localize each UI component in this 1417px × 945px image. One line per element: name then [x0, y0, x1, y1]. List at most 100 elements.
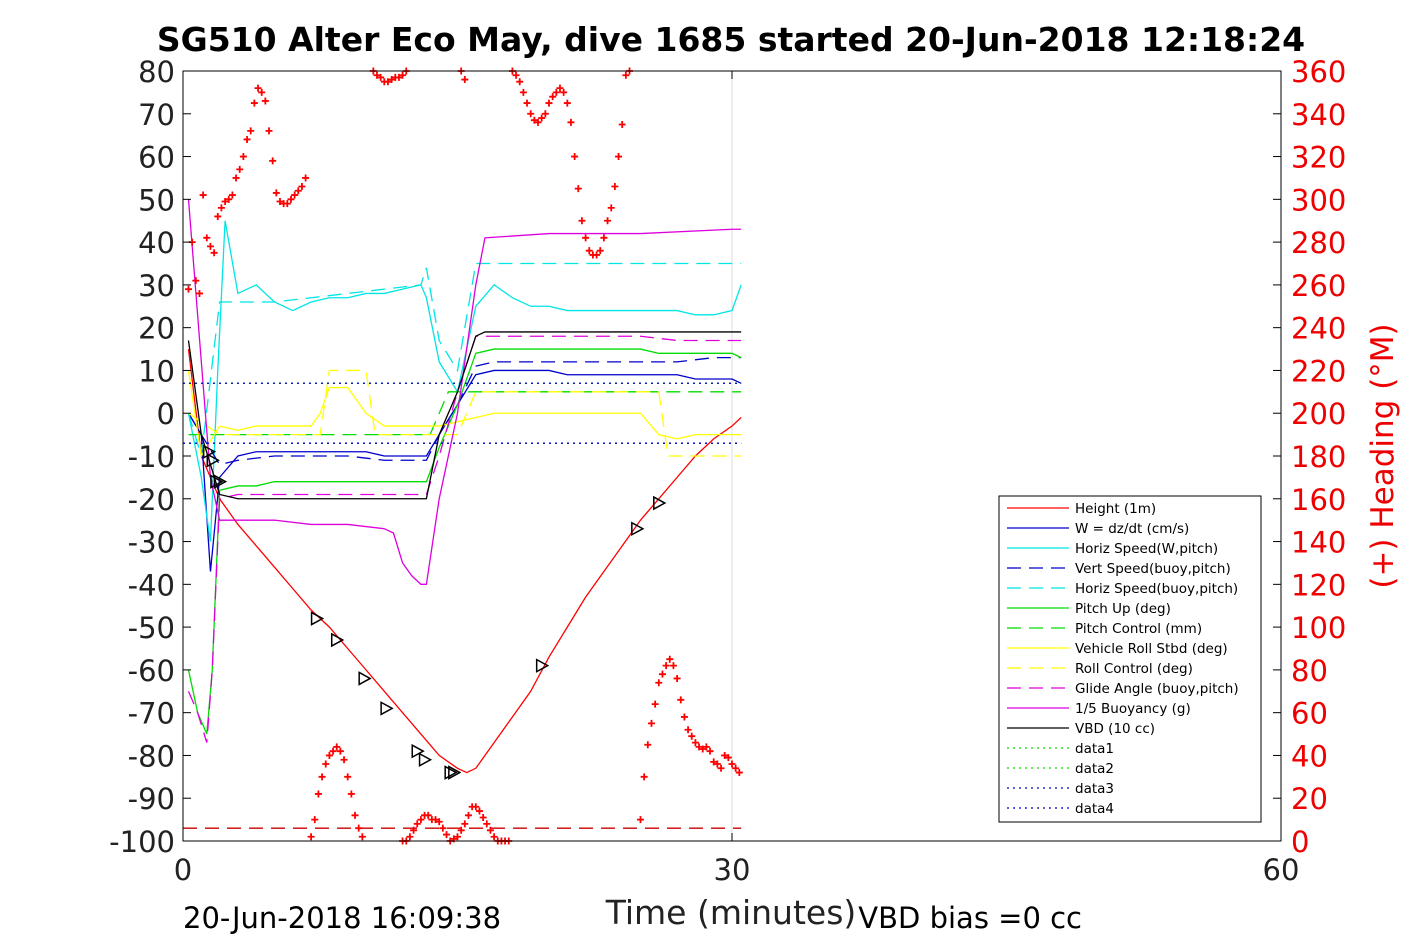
- heading-point: [184, 285, 192, 293]
- heading-point: [691, 739, 699, 747]
- heading-point: [195, 289, 203, 297]
- heading-point: [269, 157, 277, 165]
- heading-point: [221, 197, 229, 205]
- left-tick-label: -90: [128, 782, 175, 816]
- legend-label: 1/5 Buoyancy (g): [1075, 701, 1191, 717]
- legend-label: Horiz Speed(buoy,pitch): [1075, 581, 1238, 597]
- heading-point: [265, 127, 273, 135]
- heading-point: [611, 183, 619, 190]
- heading-point: [325, 751, 333, 759]
- heading-point: [472, 803, 480, 811]
- right-tick-label: 100: [1291, 611, 1346, 645]
- heading-point: [199, 191, 207, 199]
- heading-point: [710, 758, 718, 766]
- right-tick-label: 160: [1291, 483, 1346, 517]
- x-tick-label: 0: [174, 853, 192, 887]
- series-line-11: [187, 331, 742, 500]
- series-line-8: [188, 369, 742, 457]
- left-tick-label: 70: [138, 98, 175, 132]
- heading-point: [516, 78, 524, 86]
- heading-point: [432, 816, 440, 824]
- triangle-marker: [380, 701, 394, 716]
- heading-point: [329, 747, 337, 755]
- triangle-marker: [444, 765, 458, 780]
- heading-point: [483, 820, 491, 828]
- heading-point: [574, 185, 582, 193]
- series-line-7: [187, 370, 742, 458]
- heading-point: [702, 743, 710, 751]
- heading-point: [658, 670, 666, 678]
- right-tick-label: 140: [1291, 526, 1346, 560]
- heading-point: [530, 116, 538, 124]
- triangle-marker: [653, 495, 667, 511]
- heading-point: [461, 820, 469, 828]
- heading-point: [534, 118, 542, 126]
- left-tick-label: 40: [138, 226, 175, 260]
- heading-point: [291, 191, 299, 199]
- left-tick-label: -10: [128, 440, 175, 474]
- series-line-6: [188, 391, 742, 436]
- legend-label: data2: [1075, 761, 1114, 777]
- chart-title: SG510 Alter Eco May, dive 1685 started 2…: [157, 20, 1305, 59]
- heading-point: [582, 234, 590, 242]
- heading-point: [585, 247, 593, 255]
- triangle-marker: [330, 632, 345, 648]
- left-tick-label: 80: [138, 55, 175, 89]
- right-axis-label: (+) Heading (°M): [1365, 323, 1401, 588]
- triangle-marker: [358, 671, 372, 686]
- heading-point: [732, 764, 740, 772]
- heading-point: [717, 764, 725, 772]
- heading-point: [728, 760, 736, 768]
- heading-point: [604, 217, 612, 225]
- heading-point: [424, 811, 432, 819]
- heading-point: [615, 153, 623, 161]
- heading-point: [490, 833, 498, 841]
- heading-point: [318, 773, 326, 781]
- heading-point: [706, 747, 714, 755]
- heading-point: [340, 756, 348, 764]
- heading-point: [479, 813, 487, 821]
- left-tick-label: 50: [138, 183, 175, 217]
- heading-point: [243, 135, 251, 143]
- left-axis: 80 70 60 50 40 30 20 10 0 -10 -20 -30 -40 -50 -60 -70 -8…: [109, 55, 191, 859]
- right-tick-label: 200: [1291, 397, 1346, 431]
- heading-point: [192, 277, 200, 285]
- heading-point: [618, 120, 626, 128]
- heading-point: [644, 741, 652, 749]
- legend-label: Vert Speed(buoy,pitch): [1075, 561, 1231, 577]
- legend-label: Pitch Up (deg): [1075, 601, 1171, 617]
- legend-label: data1: [1075, 741, 1114, 757]
- heading-point: [593, 251, 601, 259]
- heading-point: [549, 93, 557, 101]
- right-tick-label: 360: [1291, 55, 1346, 89]
- series-line-4: [187, 262, 742, 457]
- heading-point: [475, 807, 483, 815]
- right-tick-label: 240: [1291, 312, 1346, 346]
- heading-point: [523, 99, 531, 107]
- triangle-marker: [206, 453, 220, 468]
- heading-point: [673, 674, 681, 682]
- heading-point: [406, 833, 414, 841]
- x-axis: 0 30 60: [174, 71, 1299, 887]
- heading-point: [258, 88, 266, 96]
- heading-point: [684, 726, 692, 734]
- heading-point: [563, 99, 571, 107]
- heading-point: [512, 71, 520, 79]
- triangle-marker: [448, 765, 462, 780]
- heading-point: [399, 71, 407, 79]
- heading-point: [680, 713, 688, 721]
- heading-point: [358, 833, 366, 841]
- right-tick-label: 220: [1291, 354, 1346, 388]
- heading-point: [545, 99, 553, 107]
- legend-label: VBD (10 cc): [1075, 721, 1155, 737]
- heading-point: [333, 743, 341, 751]
- right-tick-label: 180: [1291, 440, 1346, 474]
- heading-point: [276, 197, 284, 205]
- legend-box: [998, 495, 1262, 823]
- series-group: [183, 199, 742, 829]
- left-tick-label: -80: [128, 739, 175, 773]
- heading-point: [669, 662, 677, 670]
- heading-point: [735, 769, 743, 777]
- heading-point: [571, 153, 579, 161]
